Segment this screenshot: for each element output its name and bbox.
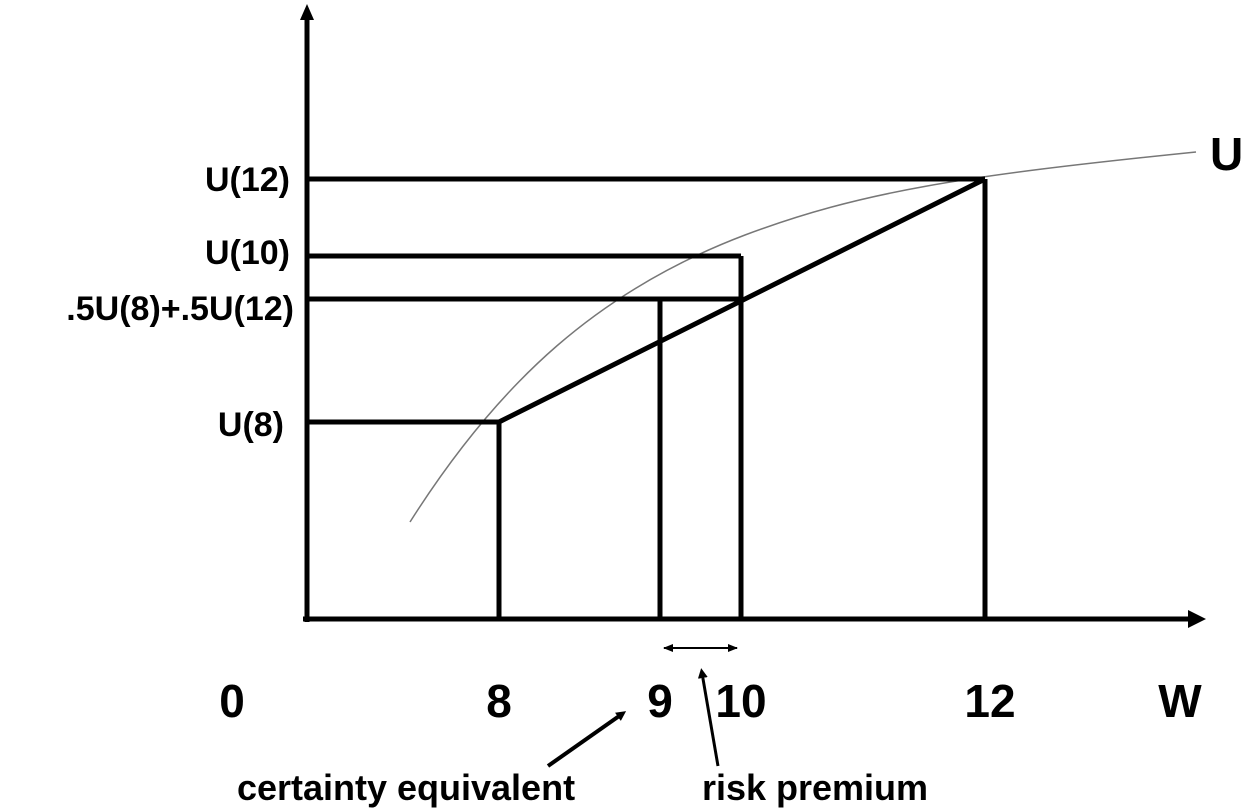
x-label-w: W — [1158, 675, 1202, 727]
label-expected-utility: .5U(8)+.5U(12) — [66, 290, 294, 328]
label-u12: U(12) — [205, 161, 290, 199]
risk-premium-pointer-arrow — [697, 668, 720, 767]
utility-curve — [409, 151, 1197, 523]
certainty-equivalent-label: certainty equivalent — [237, 767, 575, 808]
x-label-0: 0 — [219, 675, 245, 727]
x-axis-arrowhead — [1188, 610, 1206, 628]
label-u10: U(10) — [205, 234, 290, 272]
curve-label-u: U — [1210, 128, 1243, 180]
x-label-8: 8 — [486, 675, 512, 727]
y-axis-arrowhead — [300, 4, 314, 20]
certainty-equivalent-pointer-arrow — [546, 711, 627, 768]
x-label-12: 12 — [964, 675, 1015, 727]
risk-premium-label: risk premium — [702, 767, 928, 808]
expected-utility-chord — [497, 176, 987, 425]
x-label-9: 9 — [647, 675, 673, 727]
x-label-10: 10 — [715, 675, 766, 727]
label-u8: U(8) — [218, 406, 284, 444]
